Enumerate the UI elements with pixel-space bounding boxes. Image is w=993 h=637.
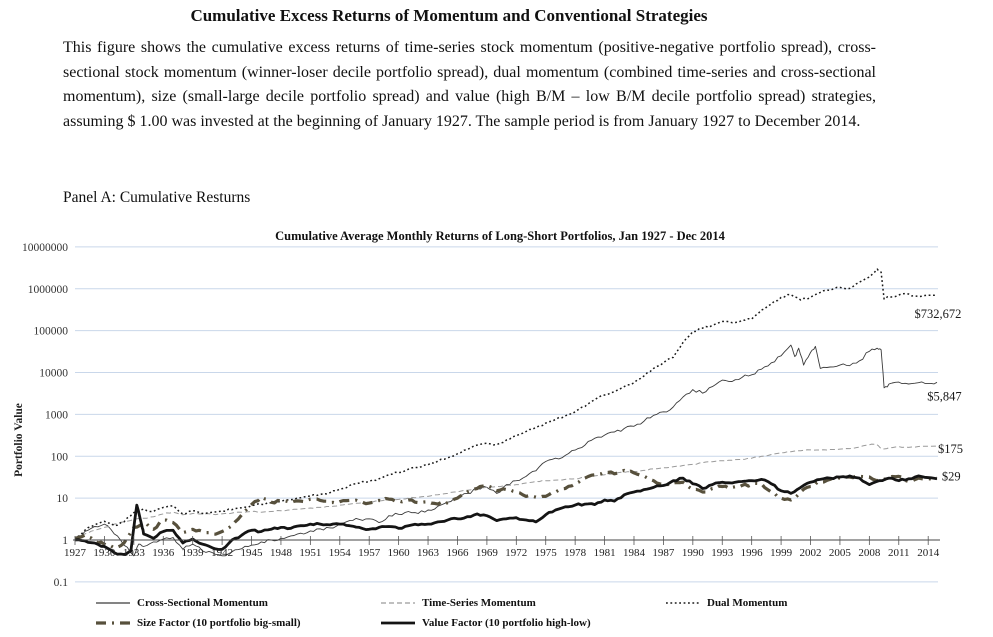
x-tick-label: 1942 xyxy=(211,547,233,559)
x-tick-label: 2002 xyxy=(800,547,822,559)
figure-description: This figure shows the cumulative excess … xyxy=(63,39,876,130)
y-tick-label: 0.1 xyxy=(54,577,69,589)
legend-item: Cross-Sectional Momentum xyxy=(95,597,380,609)
x-tick-label: 1996 xyxy=(741,547,764,559)
y-tick-label: 10 xyxy=(57,493,69,505)
y-tick-label: 1 xyxy=(62,535,68,547)
x-tick-label: 1951 xyxy=(299,547,321,559)
x-tick-label: 2008 xyxy=(858,547,881,559)
legend-item: Dual Momentum xyxy=(665,597,993,609)
legend-line-sample-icon xyxy=(381,602,415,604)
axes-and-ticks: 10000000 1000000 100000 10000 1000 100 10 1 0.1 1… xyxy=(22,242,940,589)
legend-item: Time-Series Momentum xyxy=(380,597,665,609)
y-tick-label: 100 xyxy=(51,451,69,463)
legend-label: Dual Momentum xyxy=(707,597,788,609)
figure-title: Cumulative Excess Returns of Momentum an… xyxy=(190,6,708,25)
chart-canvas: 10000000 1000000 100000 10000 1000 100 10 1 0.1 1… xyxy=(13,229,963,589)
series-end-value-label: $29 xyxy=(942,469,961,483)
x-tick-label: 1972 xyxy=(505,547,527,559)
x-tick-label: 2014 xyxy=(917,547,940,559)
legend-label: Size Factor (10 portfolio big-small) xyxy=(137,617,301,629)
x-tick-label: 1975 xyxy=(535,547,558,559)
legend-label: Time-Series Momentum xyxy=(422,597,536,609)
y-tick-label: 1000000 xyxy=(28,284,69,296)
x-tick-label: 1960 xyxy=(388,547,411,559)
y-axis-title: Portfolio Value xyxy=(13,403,25,477)
x-tick-label: 1966 xyxy=(446,547,469,559)
series-line-2 xyxy=(74,443,938,541)
gridlines xyxy=(75,246,938,583)
x-tick-label: 1987 xyxy=(652,547,675,559)
end-value-labels: $732,672 $5,847 $175 $29 xyxy=(914,307,963,483)
x-tick-label: 1981 xyxy=(594,547,616,559)
panel-a-label: Panel A: Cumulative Resturns xyxy=(63,189,251,206)
x-tick-label: 1969 xyxy=(476,547,499,559)
y-tick-label: 100000 xyxy=(34,326,69,338)
legend-row: Size Factor (10 portfolio big-small) Valu… xyxy=(0,613,993,633)
x-tick-label: 1948 xyxy=(270,547,293,559)
y-tick-label: 10000 xyxy=(39,368,68,380)
series-line-5 xyxy=(74,474,938,556)
y-tick-label: 1000 xyxy=(45,409,68,421)
x-tick-label: 1990 xyxy=(682,547,705,559)
series-end-value-label: $175 xyxy=(938,442,963,456)
data-series-lines xyxy=(74,268,938,557)
x-tick-label: 1999 xyxy=(770,547,793,559)
series-line-3 xyxy=(74,268,938,541)
x-tick-label: 2005 xyxy=(829,547,852,559)
legend-label: Value Factor (10 portfolio high-low) xyxy=(422,617,591,629)
series-line-4 xyxy=(74,468,938,550)
series-end-value-label: $5,847 xyxy=(927,389,961,403)
legend-label: Cross-Sectional Momentum xyxy=(137,597,268,609)
x-tick-label: 1939 xyxy=(182,547,205,559)
y-tick-label: 10000000 xyxy=(22,242,68,254)
series-line-1 xyxy=(74,344,938,557)
x-tick-label: 1936 xyxy=(152,547,175,559)
x-tick-label: 1954 xyxy=(329,547,352,559)
x-tick-label: 1927 xyxy=(64,547,87,559)
x-tick-label: 2011 xyxy=(888,547,910,559)
x-tick-label: 1957 xyxy=(358,547,381,559)
legend-row: Cross-Sectional Momentum Time-Series Mome… xyxy=(0,593,993,613)
x-tick-label: 1978 xyxy=(564,547,587,559)
chart-legend: Cross-Sectional Momentum Time-Series Mome… xyxy=(0,593,993,633)
x-tick-label: 1984 xyxy=(623,547,646,559)
legend-item: Size Factor (10 portfolio big-small) xyxy=(95,617,380,629)
legend-line-sample-icon xyxy=(96,602,130,604)
x-tick-label: 1963 xyxy=(417,547,440,559)
legend-line-sample-icon xyxy=(96,621,130,625)
chart-title: Cumulative Average Monthly Returns of Lo… xyxy=(275,229,725,243)
x-tick-label: 1993 xyxy=(711,547,734,559)
x-tick-label: 1930 xyxy=(93,547,116,559)
legend-line-sample-icon xyxy=(666,602,700,604)
x-tick-label: 1933 xyxy=(123,547,146,559)
legend-item: Value Factor (10 portfolio high-low) xyxy=(380,617,665,629)
x-tick-label: 1945 xyxy=(241,547,264,559)
series-end-value-label: $732,672 xyxy=(914,307,961,321)
legend-line-sample-icon xyxy=(381,621,415,625)
